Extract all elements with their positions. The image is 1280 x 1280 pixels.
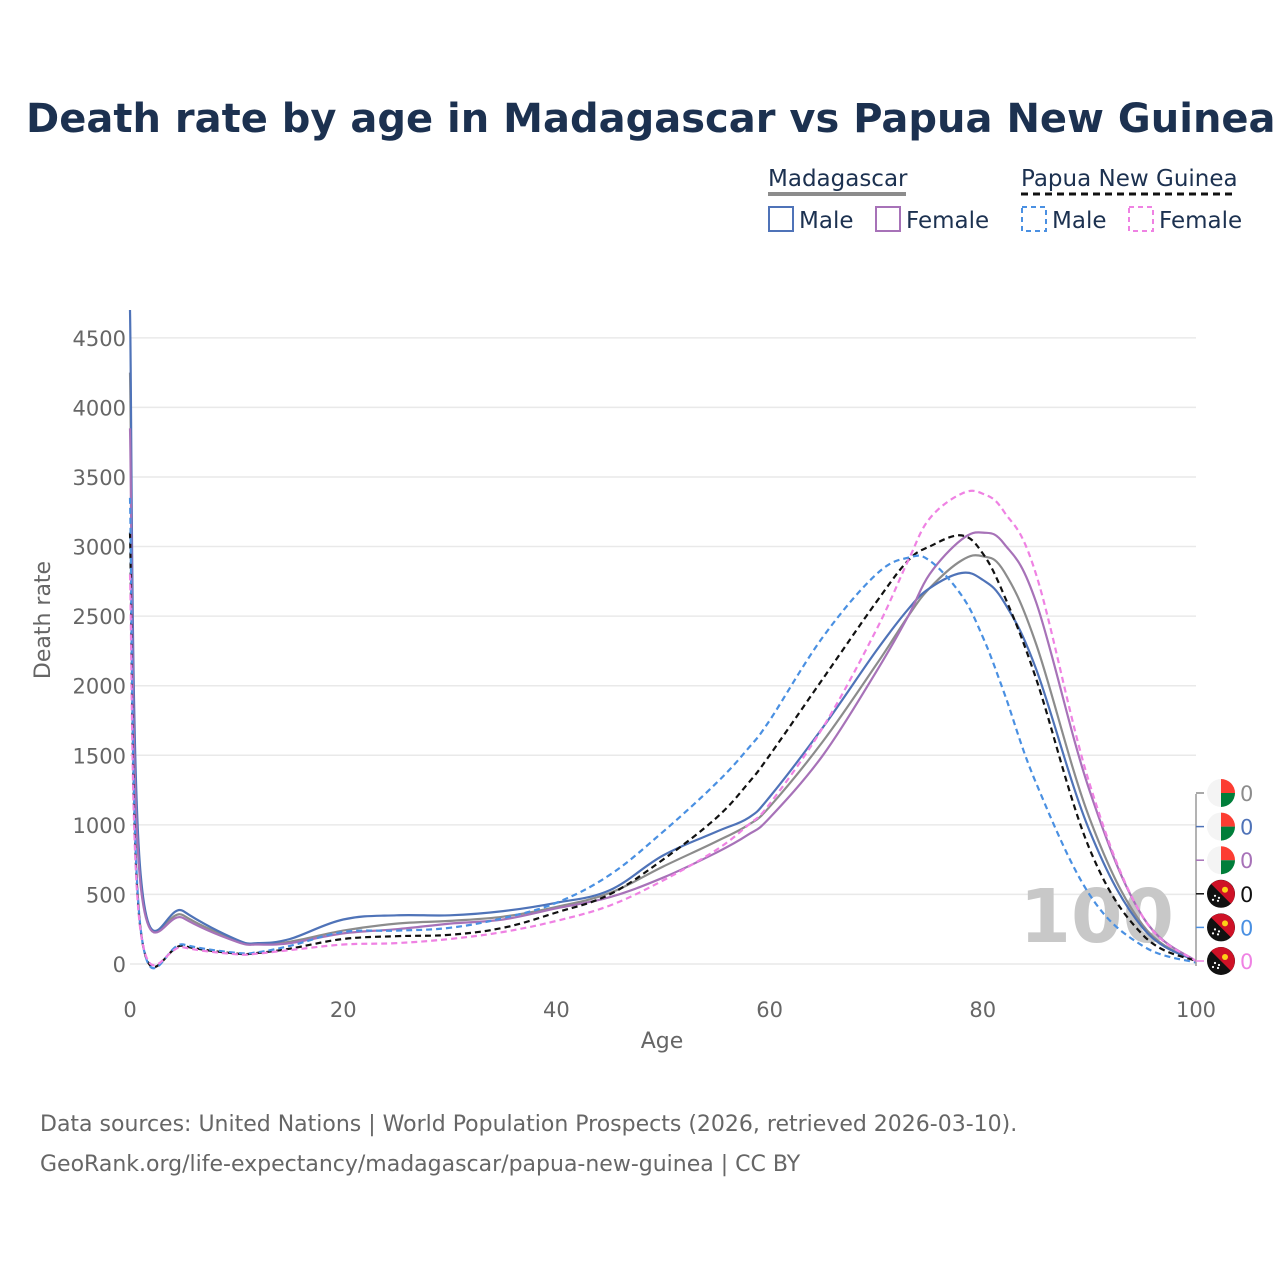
legend-group-papua-new-guinea[interactable]: Papua New Guinea <box>1021 166 1238 196</box>
legend-label-madagascar-male: Male <box>799 208 853 234</box>
x-tick-label-20: 20 <box>330 998 357 1022</box>
series-lines <box>128 309 1197 970</box>
series-line-papua-new-guinea-male[interactable] <box>128 497 1197 970</box>
legend-swatch-papua-new-guinea-male <box>1021 206 1047 232</box>
y-tick-label-2000: 2000 <box>73 675 126 699</box>
flag-green-band <box>1221 860 1235 875</box>
flag-star-1 <box>1216 966 1220 970</box>
end-labels: 0 0 0 0 0 0 <box>1196 779 1253 975</box>
flag-star-2 <box>1211 932 1215 935</box>
flag-red-band <box>1221 812 1235 827</box>
end-label-papua-new-guinea-total: 0 <box>1196 879 1253 908</box>
x-tick-label-40: 40 <box>543 998 570 1022</box>
chart-title: Death rate by age in Madagascar vs Papua… <box>26 96 1276 142</box>
legend-country-madagascar: Madagascar <box>768 166 908 192</box>
x-tick-label-60: 60 <box>756 998 783 1022</box>
flag-green-band <box>1221 826 1235 841</box>
flag-bird-of-paradise <box>1222 886 1228 893</box>
grid-lines <box>130 337 1196 965</box>
end-value-papua-new-guinea-total: 0 <box>1240 883 1253 907</box>
legend-label-papua-new-guinea-female: Female <box>1159 208 1242 234</box>
y-tick-label-1500: 1500 <box>73 744 126 768</box>
flag-star-3 <box>1217 896 1221 899</box>
flag-red-band <box>1221 779 1235 793</box>
end-label-madagascar-female: 0 <box>1196 846 1253 875</box>
end-value-madagascar-male: 0 <box>1240 816 1253 840</box>
flag-star-0 <box>1213 894 1217 897</box>
legend-item-papua-new-guinea-male[interactable]: Male <box>1021 206 1106 234</box>
legend-country-papua-new-guinea: Papua New Guinea <box>1021 166 1238 192</box>
flag-bird-of-paradise <box>1222 920 1228 927</box>
legend-label-madagascar-female: Female <box>906 208 989 234</box>
series-line-papua-new-guinea-female[interactable] <box>128 489 1197 967</box>
legend-item-madagascar-female[interactable]: Female <box>875 206 989 234</box>
legend-label-papua-new-guinea-male: Male <box>1052 208 1106 234</box>
x-tick-label-100: 100 <box>1176 998 1216 1022</box>
end-value-madagascar-female: 0 <box>1240 849 1253 873</box>
x-tick-label-80: 80 <box>969 998 996 1022</box>
x-axis-label: Age <box>641 1029 684 1054</box>
flag-star-2 <box>1211 965 1215 969</box>
legend-swatch-madagascar-female <box>875 206 901 232</box>
end-label-madagascar-total: 0 <box>1196 779 1253 807</box>
x-tick-label-0: 0 <box>123 998 136 1022</box>
flag-star-3 <box>1217 930 1221 933</box>
y-tick-label-4000: 4000 <box>73 396 126 420</box>
y-tick-label-1000: 1000 <box>73 814 126 838</box>
flag-star-3 <box>1217 963 1221 967</box>
y-tick-label-2500: 2500 <box>73 605 126 629</box>
y-tick-label-3000: 3000 <box>73 536 126 560</box>
flag-red-band <box>1221 846 1235 861</box>
end-label-papua-new-guinea-female: 0 <box>1196 947 1253 975</box>
series-line-madagascar-female[interactable] <box>128 428 1197 963</box>
x-axis-ticks: 0 20 40 60 80 100 <box>123 998 1216 1022</box>
flag-bird-of-paradise <box>1222 954 1228 960</box>
y-tick-label-4500: 4500 <box>73 327 126 351</box>
year-watermark: 100 <box>1020 874 1174 960</box>
flag-star-0 <box>1213 961 1217 965</box>
legend: Madagascar Male Female Papua New Guinea … <box>768 166 1242 234</box>
y-axis-ticks: 0 500 1000 1500 2000 2500 3000 3500 4000 4500 <box>73 327 126 977</box>
y-tick-label-0: 0 <box>113 953 126 977</box>
legend-item-papua-new-guinea-female[interactable]: Female <box>1128 206 1242 234</box>
end-label-madagascar-male: 0 <box>1196 812 1253 841</box>
flag-star-0 <box>1213 928 1217 931</box>
source-line-2[interactable]: GeoRank.org/life-expectancy/madagascar/p… <box>40 1152 801 1177</box>
source-line-1: Data sources: United Nations | World Pop… <box>40 1112 1017 1137</box>
series-line-madagascar-male[interactable] <box>128 309 1197 963</box>
end-value-papua-new-guinea-male: 0 <box>1240 916 1253 940</box>
flag-green-band <box>1221 793 1235 807</box>
end-label-papua-new-guinea-male: 0 <box>1196 913 1253 942</box>
flag-star-1 <box>1216 899 1220 902</box>
legend-swatch-madagascar-male <box>768 206 794 232</box>
flag-star-1 <box>1216 933 1220 936</box>
y-tick-label-3500: 3500 <box>73 466 126 490</box>
end-value-papua-new-guinea-female: 0 <box>1240 950 1253 974</box>
legend-swatch-papua-new-guinea-female <box>1128 206 1154 232</box>
y-tick-label-500: 500 <box>86 883 126 907</box>
end-value-madagascar-total: 0 <box>1240 782 1253 806</box>
legend-item-madagascar-male[interactable]: Male <box>768 206 853 234</box>
y-axis-label: Death rate <box>31 561 56 679</box>
flag-star-2 <box>1211 898 1215 901</box>
legend-group-madagascar[interactable]: Madagascar <box>768 166 908 196</box>
